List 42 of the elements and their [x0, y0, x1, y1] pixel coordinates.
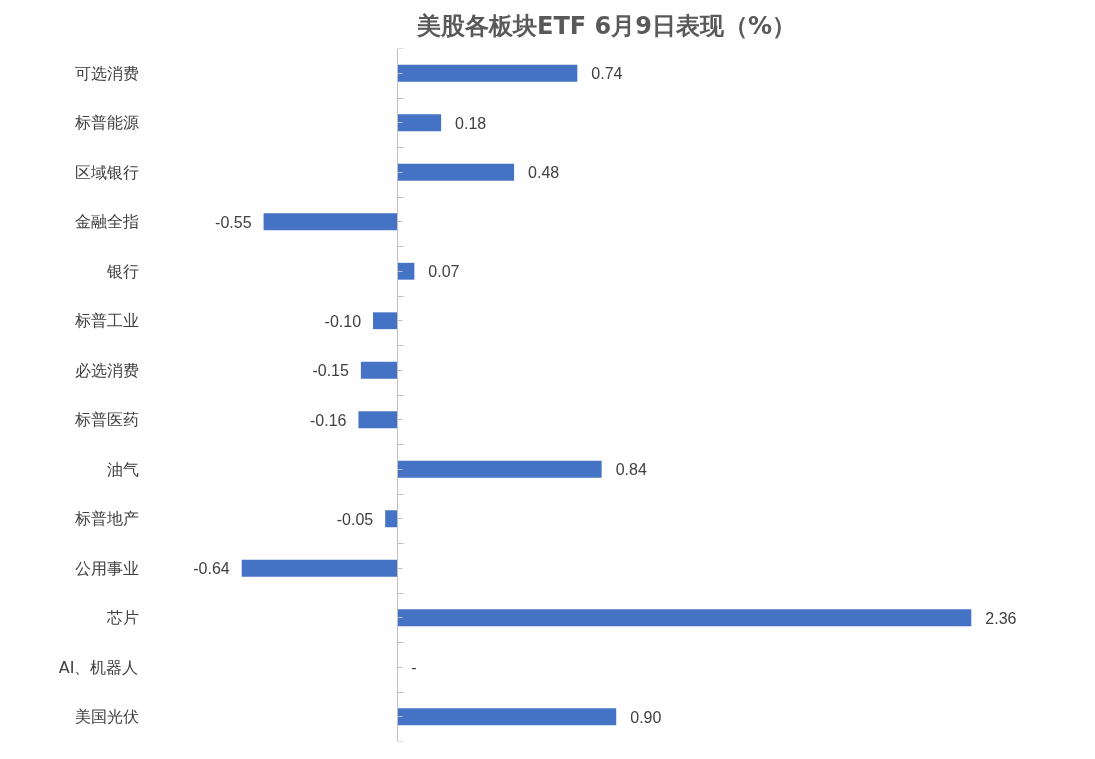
bar — [385, 510, 398, 528]
y-tick-label: 油气 — [106, 459, 139, 479]
data-label: -0.10 — [324, 312, 362, 330]
bar — [373, 312, 398, 330]
bar — [397, 64, 578, 82]
y-tick-label: 标普地产 — [73, 509, 139, 529]
bar — [397, 460, 602, 478]
bar — [397, 708, 617, 726]
data-label: 2.36 — [985, 609, 1017, 627]
y-tick-label: 标普医药 — [73, 410, 139, 430]
bar — [360, 361, 398, 379]
bar — [397, 114, 442, 132]
data-label: -0.16 — [309, 411, 347, 429]
text: - — [411, 659, 417, 677]
y-tick-label: 芯片 — [105, 608, 139, 628]
bar — [397, 262, 415, 280]
data-label: 0.84 — [615, 461, 647, 479]
data-label: 0.90 — [630, 708, 662, 726]
bar — [397, 163, 515, 181]
data-label: 0.74 — [591, 65, 623, 83]
data-label: -0.15 — [312, 362, 349, 380]
y-tick-label: 公用事业 — [74, 558, 139, 578]
bar — [241, 559, 398, 577]
y-tick-label: 金融全指 — [74, 212, 139, 232]
y-tick-label: 美国光伏 — [74, 707, 139, 727]
bar — [397, 609, 972, 627]
y-tick-label: 银行 — [105, 261, 139, 281]
chart-title: 美股各板块ETF 6月9日表现（%） — [416, 11, 796, 40]
data-label: -0.05 — [336, 510, 374, 528]
y-tick-label: AI、机器人 — [58, 657, 139, 677]
data-label: -0.55 — [215, 213, 252, 231]
bar — [358, 411, 398, 429]
y-tick-label: 标普能源 — [73, 113, 139, 133]
y-tick-label: 区域银行 — [74, 162, 139, 182]
bar — [263, 213, 398, 231]
data-label: 0.48 — [528, 164, 560, 182]
y-tick-label: 标普工业 — [73, 311, 139, 331]
data-label: -0.64 — [193, 560, 230, 578]
y-tick-label: 可选消费 — [74, 63, 139, 83]
data-label: 0.07 — [428, 263, 460, 281]
y-tick-label: 必选消费 — [74, 360, 139, 380]
data-label: 0.18 — [455, 114, 487, 132]
